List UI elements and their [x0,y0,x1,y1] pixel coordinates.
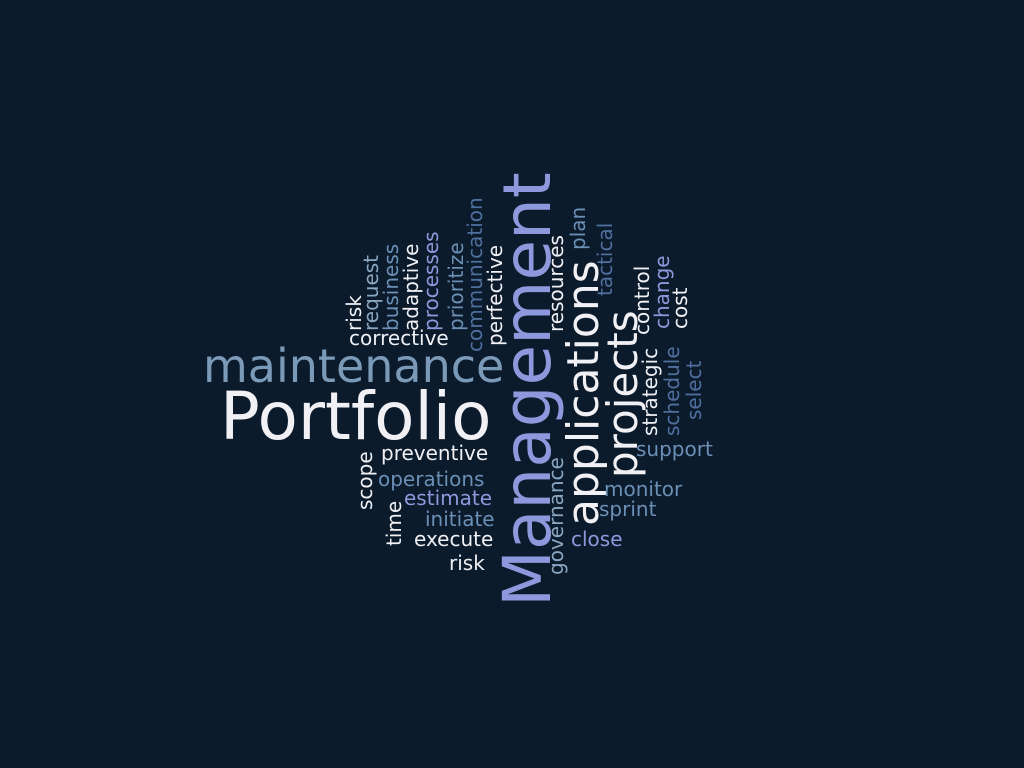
word-execute: execute [414,527,494,551]
word-select: select [682,360,706,420]
word-close: close [571,527,623,551]
word-scope: scope [353,451,377,510]
word-corrective: corrective [349,326,449,350]
word-governance: governance [544,457,568,575]
word-control: control [630,265,654,335]
word-request: request [359,254,383,331]
word-initiate: initiate [425,507,495,531]
word-perfective: perfective [483,244,507,346]
word-risk: risk [449,551,485,575]
word-time: time [382,500,406,546]
word-sprint: sprint [599,497,657,521]
word-portfolio: Portfolio [220,378,492,455]
word-business: business [379,243,403,331]
word-processes: processes [419,231,443,331]
word-estimate: estimate [404,486,493,510]
word-adaptive: adaptive [399,243,423,331]
word-tactical: tactical [593,222,617,296]
word-plan: plan [566,206,590,250]
word-communication: communication [463,197,487,352]
word-cost: cost [668,287,692,330]
word-monitor: monitor [604,477,683,501]
word-schedule: schedule [660,346,684,436]
word-strategic: strategic [638,347,662,436]
word-operations: operations [378,467,485,491]
word-support: support [636,437,713,461]
word-maintenance: maintenance [203,339,505,393]
word-resources: resources [544,235,568,332]
word-preventive: preventive [381,441,489,465]
